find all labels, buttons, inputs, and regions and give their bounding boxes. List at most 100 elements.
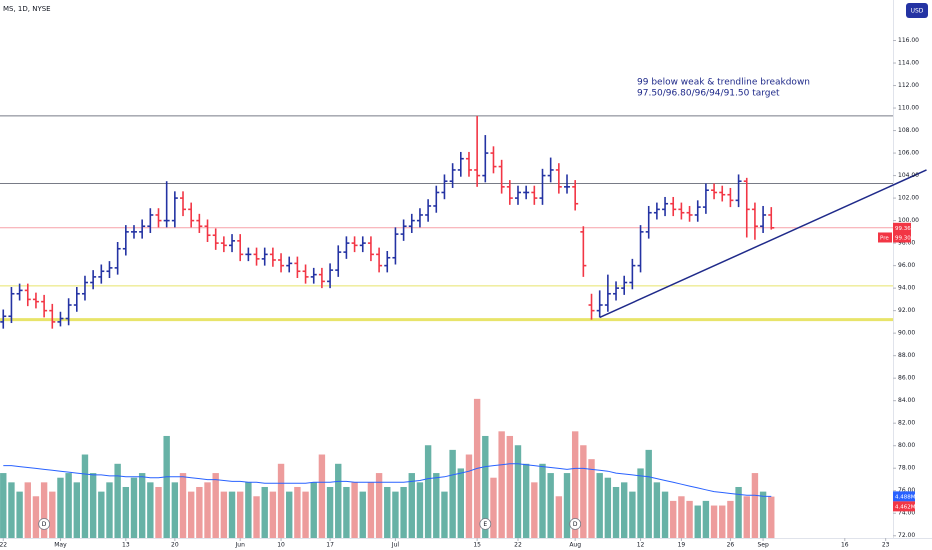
volume-bar — [302, 491, 309, 538]
event-marker — [38, 518, 51, 530]
volume-bar — [204, 482, 211, 538]
volume-bar — [637, 468, 644, 538]
x-tick-label: 12 — [637, 542, 645, 549]
volume-bar — [449, 449, 456, 538]
y-tick-label: 74.00 — [898, 510, 915, 517]
volume-bar — [612, 486, 620, 538]
event-marker — [479, 518, 492, 530]
x-tick-label: 13 — [122, 542, 130, 549]
volume-bar — [702, 500, 710, 538]
volume-bar — [400, 486, 407, 538]
annotation-line: 99 below weak & trendline breakdown — [637, 78, 810, 88]
y-tick-label: 106.00 — [898, 150, 919, 157]
y-tick-label: 108.00 — [898, 127, 919, 134]
y-tick-label: 76.00 — [898, 487, 915, 494]
volume-bar — [138, 473, 146, 538]
volume-bar — [555, 496, 563, 538]
volume-bar — [0, 473, 7, 538]
volume-last-label: 4.462M — [895, 504, 916, 510]
volume-bar — [237, 491, 244, 538]
volume-bar — [604, 477, 612, 538]
volume-bar — [40, 482, 48, 538]
volume-bar — [416, 482, 424, 538]
volume-bar — [367, 482, 375, 538]
y-tick-label: 114.00 — [898, 60, 919, 67]
event-label: D — [42, 521, 47, 528]
pre-market-name-tag — [878, 232, 892, 243]
volume-bar — [98, 491, 105, 538]
volume-bar — [81, 454, 89, 538]
volume-ma-tag — [893, 491, 915, 502]
volume-bar — [710, 505, 718, 538]
volume-bar — [490, 477, 497, 538]
pre-market-label: 99.30 — [895, 235, 911, 241]
annotation-line: 97.50/96.80/96/94/91.50 target — [637, 89, 780, 99]
volume-bar — [653, 482, 661, 538]
volume-bar — [629, 491, 636, 538]
event-label: E — [483, 521, 487, 528]
volume-bar — [563, 473, 571, 538]
volume-bar — [89, 473, 97, 538]
y-tick-label: 82.00 — [898, 420, 915, 427]
y-tick-label: 110.00 — [898, 105, 919, 112]
x-tick-label: Aug — [569, 542, 581, 549]
x-tick-label: 22 — [514, 542, 522, 549]
volume-bar — [482, 435, 489, 538]
volume-bar — [57, 477, 64, 538]
volume-bar — [147, 482, 154, 538]
y-tick-label: 84.00 — [898, 397, 915, 404]
volume-bar — [678, 496, 685, 538]
volume-bar — [277, 463, 285, 538]
volume-bar — [130, 477, 138, 538]
y-tick-label: 116.00 — [898, 37, 919, 44]
volume-bar — [571, 431, 579, 538]
volume-bar — [384, 486, 391, 538]
y-tick-label: 104.00 — [898, 172, 919, 179]
volume-bar — [596, 473, 603, 538]
volume-bar — [359, 491, 366, 538]
volume-bar — [735, 486, 742, 538]
x-tick-label: 15 — [473, 542, 481, 549]
y-tick-label: 78.00 — [898, 465, 915, 472]
volume-bar — [163, 435, 170, 538]
y-tick-label: 72.00 — [898, 532, 915, 539]
y-tick-label: 92.00 — [898, 307, 915, 314]
volume-bar — [686, 500, 693, 538]
volume-bar — [114, 463, 121, 538]
volume-bar — [318, 454, 326, 538]
volume-bar — [759, 491, 767, 538]
pre-market-tag — [893, 232, 911, 243]
volume-bar — [465, 454, 473, 538]
volume-bar — [155, 486, 162, 538]
volume-bar — [351, 482, 358, 538]
volume-bar — [539, 463, 546, 538]
x-tick-label: 20 — [171, 542, 179, 549]
volume-bar — [16, 491, 23, 538]
last-price-tag — [893, 222, 911, 233]
volume-bar — [294, 486, 301, 538]
volume-bar — [441, 491, 448, 538]
x-tick-label: 22 — [0, 542, 7, 549]
pre-market-name: Pre — [880, 235, 889, 241]
volume-bar — [196, 486, 203, 538]
volume-bar — [32, 496, 40, 538]
volume-bar — [743, 496, 750, 538]
volume-bar — [392, 491, 399, 538]
y-tick-label: 98.00 — [898, 240, 915, 247]
volume-bar — [335, 463, 342, 538]
volume-bar — [187, 491, 195, 538]
volume-bar — [343, 486, 350, 538]
y-tick-label: 100.00 — [898, 217, 919, 224]
volume-bar — [547, 473, 554, 538]
y-tick-label: 90.00 — [898, 330, 915, 337]
volume-bar — [645, 449, 652, 538]
volume-bar — [49, 491, 56, 538]
x-tick-label: 17 — [326, 542, 334, 549]
currency-button[interactable] — [906, 3, 928, 18]
volume-bar — [220, 491, 228, 538]
event-marker — [569, 518, 582, 530]
volume-bar — [24, 482, 31, 538]
event-label: D — [573, 521, 578, 528]
volume-bar — [621, 482, 628, 538]
currency-label[interactable]: USD — [911, 8, 924, 15]
